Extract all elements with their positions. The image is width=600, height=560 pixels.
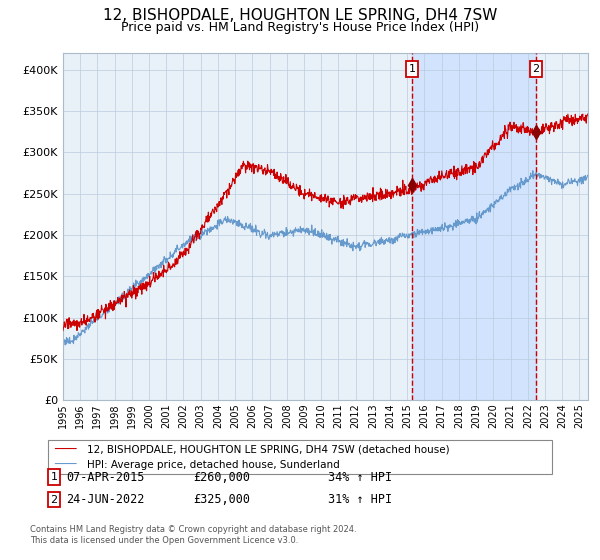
Text: 2: 2 <box>532 64 539 74</box>
Text: £260,000: £260,000 <box>193 470 251 484</box>
Text: £325,000: £325,000 <box>193 493 251 506</box>
Text: 24-JUN-2022: 24-JUN-2022 <box>66 493 144 506</box>
Text: 1: 1 <box>409 64 415 74</box>
Text: 2: 2 <box>50 494 58 505</box>
Text: Price paid vs. HM Land Registry's House Price Index (HPI): Price paid vs. HM Land Registry's House … <box>121 21 479 34</box>
Text: ───: ─── <box>54 443 77 456</box>
Text: 1: 1 <box>50 472 58 482</box>
Text: 31% ↑ HPI: 31% ↑ HPI <box>328 493 392 506</box>
Text: ───: ─── <box>54 458 77 471</box>
Text: 34% ↑ HPI: 34% ↑ HPI <box>328 470 392 484</box>
Text: 12, BISHOPDALE, HOUGHTON LE SPRING, DH4 7SW: 12, BISHOPDALE, HOUGHTON LE SPRING, DH4 … <box>103 8 497 24</box>
Text: Contains HM Land Registry data © Crown copyright and database right 2024.
This d: Contains HM Land Registry data © Crown c… <box>30 525 356 545</box>
Bar <box>412 53 536 400</box>
Text: 07-APR-2015: 07-APR-2015 <box>66 470 144 484</box>
Text: 12, BISHOPDALE, HOUGHTON LE SPRING, DH4 7SW (detached house): 12, BISHOPDALE, HOUGHTON LE SPRING, DH4 … <box>87 444 449 454</box>
Text: HPI: Average price, detached house, Sunderland: HPI: Average price, detached house, Sund… <box>87 460 340 470</box>
